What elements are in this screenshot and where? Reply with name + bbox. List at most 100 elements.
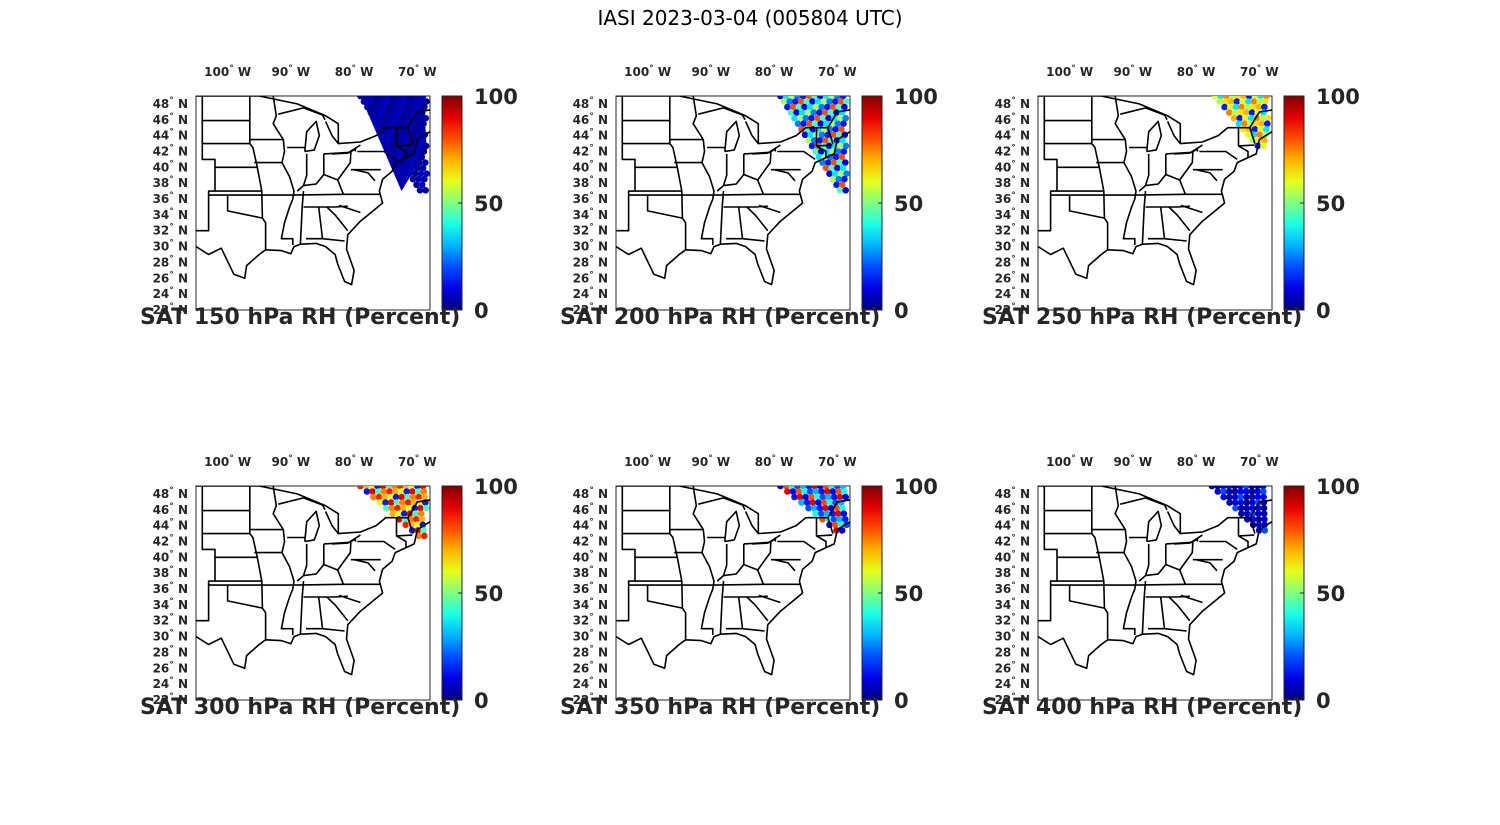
boundary-line (724, 510, 741, 543)
swath-point (414, 488, 422, 495)
swath-point (1220, 486, 1227, 490)
swath-point (400, 510, 408, 517)
swath-point (415, 131, 423, 139)
boundary-line (1165, 151, 1193, 155)
latitude-tick-label: 26° N (995, 270, 1030, 285)
swath-point (842, 187, 849, 194)
swath-point (1261, 527, 1269, 534)
swath-point (1236, 114, 1243, 122)
boundary-line (326, 206, 349, 232)
boundary-line (770, 538, 777, 543)
swath-point (422, 142, 430, 150)
boundary-line (1238, 144, 1255, 147)
boundary-line (1192, 538, 1199, 543)
swath-point (377, 98, 385, 105)
swath-point (835, 103, 842, 111)
boundary-line (827, 517, 834, 534)
swath-point (386, 120, 393, 127)
swath-point (376, 499, 384, 506)
swath-point (832, 126, 839, 133)
swath-point (1237, 504, 1245, 512)
swath-point (833, 181, 840, 189)
latitude-tick-label: 30° N (995, 629, 1030, 644)
boundary-line (396, 144, 413, 147)
swath-point (812, 488, 820, 495)
boundary-line (681, 583, 800, 586)
swath-point (830, 131, 837, 139)
latitude-tick-label: 34° N (573, 207, 608, 222)
swath-point (411, 98, 419, 105)
latitude-tick-label: 46° N (573, 502, 608, 517)
longitude-tick-label: 90° W (272, 454, 311, 469)
boundary-line (743, 541, 771, 545)
swath-point (406, 98, 413, 105)
swath-point (1260, 493, 1267, 501)
latitude-tick-label: 38° N (153, 565, 188, 580)
swath-point (381, 493, 389, 501)
swath-point (840, 120, 847, 127)
boundary-line (208, 194, 263, 219)
latitude-tick-label: 48° N (153, 96, 188, 111)
swath-point (415, 493, 423, 501)
swath-point (805, 504, 812, 512)
swath-point (383, 98, 390, 105)
swath-point (800, 120, 807, 127)
swath-point (387, 499, 395, 506)
latitude-tick-label: 40° N (995, 549, 1030, 564)
latitude-tick-label: 44° N (153, 518, 188, 533)
swath-point (1242, 114, 1249, 122)
boundary-line (1159, 206, 1166, 239)
swath-point (816, 137, 824, 144)
latitude-tick-label: 34° N (153, 207, 188, 222)
boundary-line (777, 540, 816, 551)
swath-point (842, 159, 849, 166)
boundary-line (1166, 511, 1181, 535)
boundary-line (1120, 107, 1168, 121)
swath-point (816, 109, 823, 116)
swath-point (836, 516, 843, 523)
swath-point (819, 493, 827, 501)
longitude-tick-label: 70° W (398, 64, 437, 79)
swath-point (1232, 103, 1240, 111)
colorbar-tick-label: 0 (1316, 299, 1331, 323)
swath-point (1234, 96, 1242, 100)
boundary-line (1138, 541, 1194, 582)
boundary-line (770, 148, 777, 153)
latitude-tick-label: 28° N (573, 254, 608, 269)
swath-point (830, 159, 838, 166)
swath-point (1248, 486, 1256, 490)
longitude-tick-label: 90° W (1114, 454, 1153, 469)
longitude-tick-label: 80° W (335, 64, 374, 79)
swath-point (1252, 120, 1260, 127)
latitude-tick-label: 48° N (573, 486, 608, 501)
boundary-line (1103, 583, 1222, 586)
swath-point (1240, 96, 1247, 100)
swath-point (420, 488, 428, 495)
latitude-tick-label: 24° N (573, 676, 608, 691)
latitude-tick-label: 42° N (153, 143, 188, 158)
colorbar-tick-label: 100 (894, 85, 938, 109)
swath-point (378, 126, 385, 133)
swath-point (387, 131, 394, 139)
swath-point (801, 131, 809, 139)
swath-point (375, 488, 382, 495)
map-plot: 100° W 90° W 80° W 70° W 48° N46° N44° N42° … (995, 64, 1360, 323)
map-panel: 100° W 90° W 80° W 70° W 48° N 46° N 44° N 42° … (140, 450, 518, 740)
latitude-tick-label: 24° N (573, 286, 608, 301)
swath-point (400, 98, 408, 105)
swath-point (842, 114, 849, 122)
boundary-line (669, 96, 687, 249)
swath-point (416, 114, 424, 122)
swath-point (399, 159, 406, 166)
panel-caption: SAT 200 hPa RH (Percent) (560, 305, 881, 330)
swath-point (839, 137, 846, 144)
swath-point (1257, 96, 1264, 100)
swath-point (411, 170, 419, 177)
boundary-line (1141, 191, 1147, 245)
boundary-line (1199, 540, 1238, 551)
swath-point (382, 114, 390, 122)
latitude-tick-label: 44° N (573, 518, 608, 533)
swath-point (1256, 98, 1263, 105)
colorbar-tick-label: 50 (894, 192, 923, 216)
swath-point (840, 148, 848, 155)
